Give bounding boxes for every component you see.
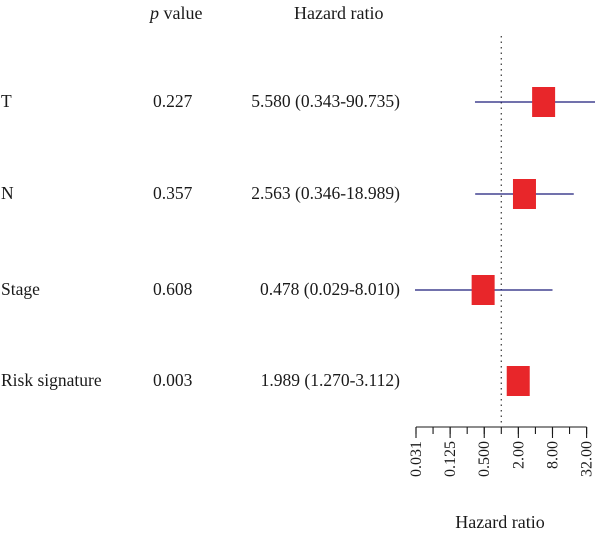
hr-box-t xyxy=(532,87,556,117)
table-rows: T 0.227 5.580 (0.343-90.735) N 0.357 2.563 (0… xyxy=(1,91,400,390)
row-p-value-risk-signature: 0.003 xyxy=(153,370,193,390)
forest-markers xyxy=(415,87,595,396)
row-p-value-n: 0.357 xyxy=(153,183,193,203)
hr-box-n xyxy=(512,179,536,209)
hazard-ratio-column-header: Hazard ratio xyxy=(294,3,383,23)
row-label-stage: Stage xyxy=(1,279,40,299)
row-hazard-ratio-n: 2.563 (0.346-18.989) xyxy=(251,183,400,203)
row-p-value-stage: 0.608 xyxy=(153,279,193,299)
p-value-header-suffix: value xyxy=(159,3,202,23)
x-tick-label: 32.00 xyxy=(579,441,596,477)
row-p-value-t: 0.227 xyxy=(153,91,193,111)
x-tick-label: 0.500 xyxy=(476,441,493,477)
x-tick-label: 0.031 xyxy=(408,441,425,477)
x-axis-title: Hazard ratio xyxy=(455,512,544,532)
p-value-column-header: p value xyxy=(148,3,202,23)
hr-box-risk-signature xyxy=(506,366,530,396)
row-hazard-ratio-stage: 0.478 (0.029-8.010) xyxy=(260,279,400,299)
x-tick-label: 0.125 xyxy=(442,441,459,477)
row-label-n: N xyxy=(1,183,14,203)
row-label-risk-signature: Risk signature xyxy=(1,370,102,390)
x-tick-label: 8.00 xyxy=(544,441,561,469)
p-value-header-italic: p xyxy=(148,3,159,23)
row-hazard-ratio-risk-signature: 1.989 (1.270-3.112) xyxy=(261,370,401,390)
x-axis: 0.031 0.125 0.500 2.00 8.00 32.00 xyxy=(408,426,596,477)
x-tick-label: 2.00 xyxy=(510,441,527,469)
column-headers: p value Hazard ratio xyxy=(148,3,383,23)
row-hazard-ratio-t: 5.580 (0.343-90.735) xyxy=(251,91,400,111)
row-label-t: T xyxy=(1,91,12,111)
hr-box-stage xyxy=(471,275,495,305)
